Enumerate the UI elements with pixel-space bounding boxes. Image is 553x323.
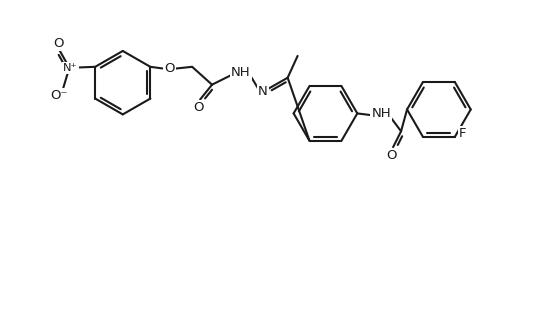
- Text: N: N: [258, 85, 268, 98]
- Text: NH: NH: [231, 66, 251, 79]
- Text: O⁻: O⁻: [51, 89, 68, 102]
- Text: O: O: [193, 101, 204, 114]
- Text: F: F: [459, 128, 467, 141]
- Text: O: O: [53, 36, 64, 49]
- Text: N⁺: N⁺: [63, 63, 77, 73]
- Text: O: O: [164, 62, 175, 75]
- Text: O: O: [386, 149, 397, 162]
- Text: NH: NH: [372, 107, 391, 120]
